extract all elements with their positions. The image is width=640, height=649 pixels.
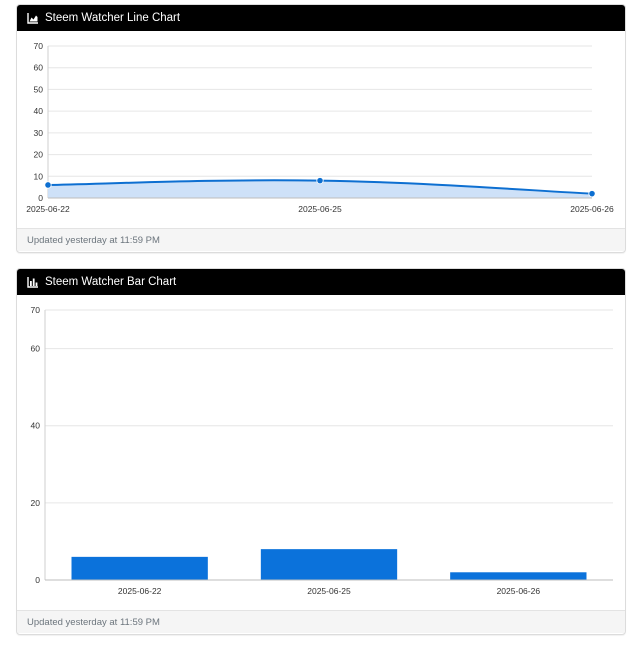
y-tick-label: 70	[34, 41, 44, 51]
line-chart-card: Steem Watcher Line Chart 0 10 20 30 40 50 60 70…	[16, 4, 626, 253]
bar[interactable]	[450, 572, 587, 580]
data-point[interactable]	[44, 181, 52, 189]
bar-chart-title: Steem Watcher Bar Chart	[45, 276, 177, 288]
x-tick-label: 2025-06-22	[26, 204, 70, 214]
line-chart-title: Steem Watcher Line Chart	[45, 12, 181, 24]
y-tick-label: 60	[31, 344, 41, 354]
y-tick-label: 0	[38, 193, 43, 203]
y-tick-label: 0	[35, 575, 40, 585]
bar[interactable]	[260, 549, 398, 580]
line-chart-updated-text: Updated yesterday at 11:59 PM	[27, 234, 160, 246]
bar-chart-footer: Updated yesterday at 11:59 PM	[17, 610, 625, 633]
y-tick-label: 40	[31, 421, 41, 431]
data-point[interactable]	[588, 190, 596, 198]
bar-chart-header: Steem Watcher Bar Chart	[17, 269, 625, 295]
line-chart: 0 10 20 30 40 50 60 70 2025-06-22 2025-06-25 2025-…	[26, 41, 614, 214]
area-fill	[48, 180, 592, 198]
y-tick-label: 60	[34, 63, 44, 73]
y-tick-label: 10	[34, 171, 44, 181]
bar[interactable]	[71, 556, 208, 580]
x-tick-label: 2025-06-26	[570, 204, 614, 214]
y-tick-label: 20	[34, 150, 44, 160]
x-tick-label: 2025-06-25	[307, 586, 351, 596]
bar-chart-updated-text: Updated yesterday at 11:59 PM	[27, 616, 160, 628]
area-chart-icon	[27, 12, 39, 24]
bar-chart: 0 20 40 60 70 2025-06-22 2025-06-25 2025-06-26	[31, 305, 613, 596]
y-tick-label: 40	[34, 106, 44, 116]
bar-chart-card: Steem Watcher Bar Chart 0 20 40 60 70 2025-06…	[16, 268, 626, 635]
y-tick-label: 30	[34, 128, 44, 138]
line-chart-footer: Updated yesterday at 11:59 PM	[17, 228, 625, 251]
data-point[interactable]	[316, 177, 324, 185]
bar-chart-body: 0 20 40 60 70 2025-06-22 2025-06-25 2025-06-26	[17, 295, 625, 610]
y-tick-label: 50	[34, 84, 44, 94]
line-chart-header: Steem Watcher Line Chart	[17, 5, 625, 31]
x-tick-label: 2025-06-25	[298, 204, 342, 214]
x-tick-label: 2025-06-26	[497, 586, 541, 596]
line-chart-body: 0 10 20 30 40 50 60 70 2025-06-22 2025-06-25 2025-…	[17, 31, 625, 228]
x-tick-label: 2025-06-22	[118, 586, 162, 596]
bar-chart-icon	[27, 276, 39, 288]
y-tick-label: 20	[31, 498, 41, 508]
y-tick-label: 70	[31, 305, 41, 315]
